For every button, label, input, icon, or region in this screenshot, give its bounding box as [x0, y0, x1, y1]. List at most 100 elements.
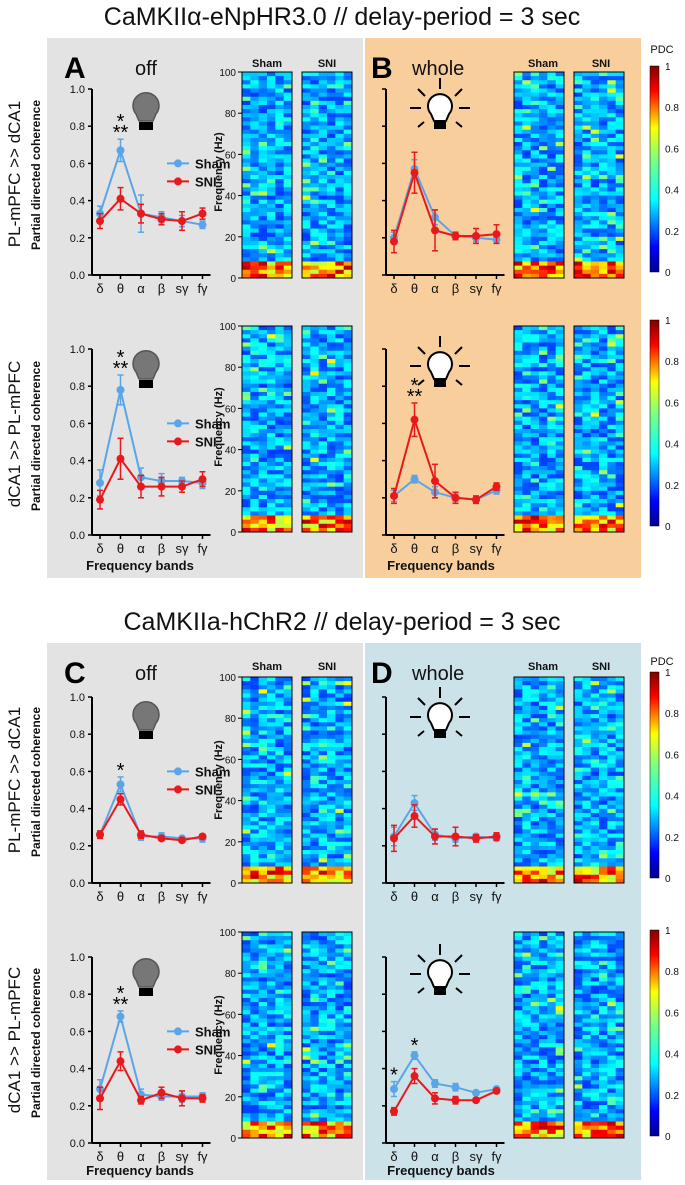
heatmap-cell: [258, 437, 268, 442]
heatmap-cell: [275, 96, 285, 102]
heatmap-cell: [302, 257, 311, 262]
heatmap-cell: [275, 346, 285, 352]
heatmap-cell: [590, 841, 600, 847]
heatmap-cell: [327, 257, 336, 262]
heatmap-cell: [343, 342, 353, 347]
heatmap-cell: [327, 1063, 336, 1069]
heatmap-cell: [590, 738, 600, 744]
heatmap-cell: [267, 383, 276, 389]
heatmap-cell: [590, 84, 600, 89]
heatmap-cell: [310, 486, 320, 492]
heatmap-cell: [522, 833, 532, 839]
heatmap-cell: [250, 1035, 260, 1040]
heatmap-cell: [267, 354, 276, 360]
heatmap-cell: [250, 507, 260, 512]
heatmap-cell: [267, 985, 276, 991]
heatmap-cell: [590, 453, 600, 459]
heatmap-cell: [539, 104, 548, 110]
heatmap-cell: [539, 84, 548, 89]
heatmap-cell: [242, 1113, 251, 1118]
heatmap-cell: [258, 371, 268, 376]
heatmap-cell: [547, 96, 557, 102]
heatmap-cell: [530, 92, 540, 98]
heatmap-cell: [275, 400, 285, 405]
heatmap-cell: [582, 800, 592, 806]
heatmap-cell: [258, 821, 268, 826]
heatmap-cell: [283, 113, 293, 118]
heatmap-cell: [327, 379, 336, 385]
heatmap-cell: [242, 780, 251, 785]
heatmap-cell: [615, 154, 625, 159]
data-point-sham: [116, 385, 125, 394]
heatmap-cell: [547, 212, 557, 217]
heatmap-cell: [514, 92, 523, 98]
data-point-sni: [178, 836, 186, 845]
heatmap-cell: [267, 714, 276, 719]
heatmap-cell: [250, 837, 260, 843]
heatmap-cell: [539, 759, 548, 764]
heatmap-cell: [283, 240, 293, 246]
heatmap-cell: [582, 759, 592, 764]
heatmap-cell: [590, 236, 600, 242]
heatmap-cell: [547, 833, 557, 839]
heatmap-cell: [335, 796, 345, 801]
heatmap-cell: [607, 142, 617, 147]
heatmap-cell: [343, 858, 353, 863]
heatmap-cell: [310, 825, 320, 830]
heatmap-cell: [590, 821, 600, 826]
heatmap-cell: [343, 117, 353, 122]
heatmap-cell: [242, 726, 251, 731]
heatmap-cell: [335, 453, 345, 459]
heatmap-cell: [555, 166, 565, 172]
heatmap-cell: [514, 273, 523, 279]
heatmap-cell: [242, 1018, 251, 1024]
heatmap-cell: [615, 191, 625, 196]
heatmap-cell: [318, 693, 328, 698]
data-point-sni: [116, 454, 125, 463]
heatmap-cell: [327, 944, 336, 949]
heatmap-cell: [258, 1133, 268, 1139]
heatmap-cell: [547, 183, 557, 188]
heatmap-cell: [310, 767, 320, 773]
heatmap-cell: [555, 228, 565, 234]
heatmap-cell: [555, 482, 565, 488]
heatmap-cell: [318, 482, 328, 488]
heatmap-cell: [547, 767, 557, 773]
heatmap-cell: [514, 486, 523, 492]
heatmap-cell: [318, 466, 328, 471]
heatmap-cell: [530, 825, 540, 830]
heatmap-cell: [327, 985, 336, 991]
ylabel-c-top: Partial directed coherence: [29, 707, 43, 857]
heatmap-cell: [335, 133, 345, 139]
heatmap-cell: [547, 437, 557, 442]
heatmap-cell: [318, 940, 328, 945]
heatmap-cell: [574, 437, 583, 442]
heatmap-cell: [318, 1059, 328, 1065]
heatmap-cell: [615, 236, 625, 242]
heatmap-cell: [267, 747, 276, 752]
heatmap-cell: [250, 358, 260, 364]
heatmap-cell: [318, 396, 328, 401]
heatmap-cell: [582, 470, 592, 475]
heatmap-cell: [343, 216, 353, 221]
heatmap-cell: [599, 269, 608, 275]
heatmap-cell: [327, 755, 336, 760]
heatmap-cell: [242, 253, 251, 258]
heatmap-cell: [335, 944, 345, 949]
series-sni: [390, 151, 501, 254]
heatmap-cell: [599, 100, 608, 106]
heatmap-cell: [242, 466, 251, 471]
heatmap-cell: [335, 203, 345, 209]
heatmap-cell: [607, 269, 617, 275]
heatmap-cell: [615, 817, 625, 822]
heatmap-cell: [242, 162, 251, 168]
heatmap-cell: [539, 269, 548, 275]
heatmap-cell: [547, 775, 557, 781]
heatmap-cell: [590, 511, 600, 516]
heatmap-cell: [590, 837, 600, 843]
heatmap-cell: [242, 1063, 251, 1069]
heatmap-cell: [302, 404, 311, 409]
x-tick-label: θ: [411, 1149, 418, 1164]
heatmap-cell: [539, 183, 548, 188]
